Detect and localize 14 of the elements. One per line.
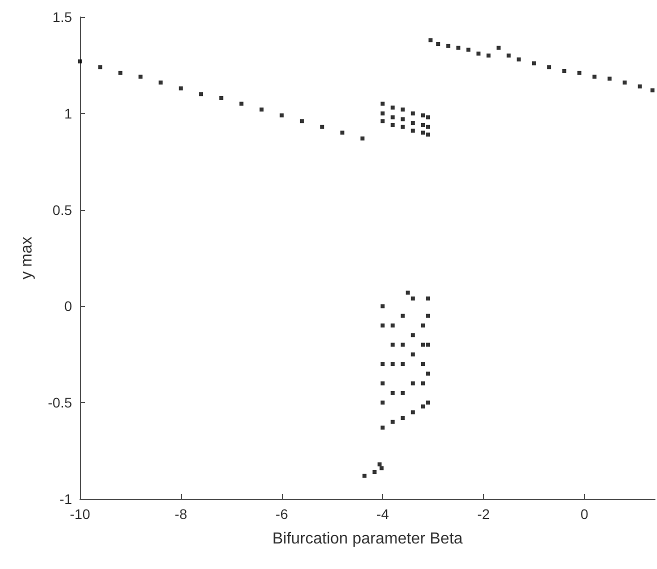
x-tick-label: -6	[276, 506, 288, 522]
y-tick-label: 1.5	[52, 9, 72, 25]
x-tick-label: -8	[174, 506, 188, 522]
y-tick-label: 1	[64, 105, 72, 122]
y-tick-label: -0.5	[48, 394, 72, 411]
y-tick-label: 0.5	[52, 202, 72, 218]
x-tick-label: -2	[477, 506, 490, 522]
x-tick-label: -4	[376, 506, 390, 522]
y-axis-title: y max	[18, 236, 36, 280]
y-tick-label: 0	[64, 298, 72, 314]
x-tick-label: -10	[70, 506, 90, 522]
x-axis-title: Bifurcation parameter Beta	[272, 530, 463, 548]
y-tick-label: -1	[60, 491, 72, 507]
x-tick-label: 0	[580, 506, 588, 522]
